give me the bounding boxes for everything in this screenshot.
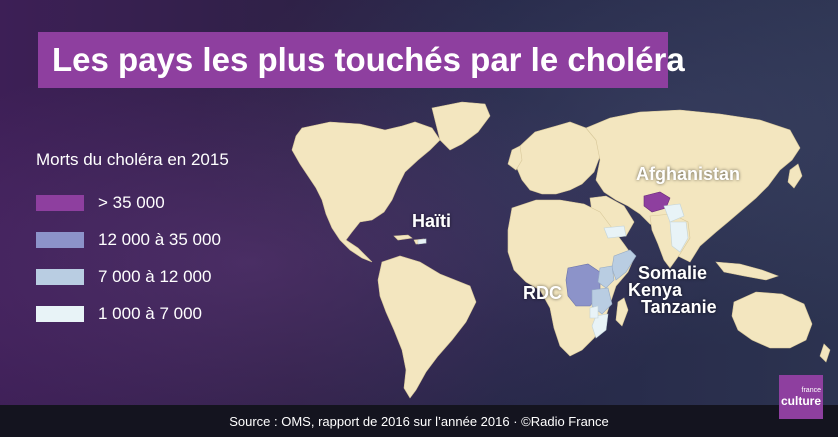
india-shape <box>669 221 689 253</box>
legend-swatch <box>36 268 84 285</box>
page-title: Les pays les plus touchés par le choléra <box>52 41 685 78</box>
new-zealand <box>819 343 831 363</box>
label-afghanistan: Afghanistan <box>636 164 741 184</box>
indonesia <box>715 261 779 281</box>
logo-line-1: france <box>801 386 821 394</box>
legend-swatch <box>36 305 84 322</box>
greenland <box>431 101 491 151</box>
label-rdc: RDC <box>523 283 562 303</box>
mozambique-shape <box>591 313 609 339</box>
legend-item: > 35 000 <box>36 184 229 221</box>
legend-title: Morts du choléra en 2015 <box>36 150 229 169</box>
legend-label: 1 000 à 7 000 <box>98 303 202 323</box>
europe <box>515 121 601 195</box>
legend-item: 12 000 à 35 000 <box>36 221 229 258</box>
australia <box>731 291 813 349</box>
haiti-shape <box>417 238 427 245</box>
legend-label: 12 000 à 35 000 <box>98 229 221 249</box>
caribbean <box>393 234 413 241</box>
legend-item: 7 000 à 12 000 <box>36 258 229 295</box>
malawi-shape <box>589 305 599 319</box>
footer: Source : OMS, rapport de 2016 sur l’anné… <box>0 405 838 437</box>
legend-swatch <box>36 231 84 248</box>
yemen-shape <box>603 225 627 239</box>
north-america <box>291 121 441 263</box>
label-somalie: Somalie <box>638 263 708 283</box>
rdc-shape <box>565 263 601 307</box>
pakistan-shape <box>663 203 685 223</box>
japan <box>787 163 803 189</box>
logo-line-2: culture <box>780 393 821 408</box>
label-tanzanie: Tanzanie <box>641 297 717 317</box>
legend-swatch <box>36 194 84 211</box>
legend-item: 1 000 à 7 000 <box>36 295 229 332</box>
south-america <box>377 255 477 399</box>
label-kenya: Kenya <box>628 280 683 300</box>
uk <box>507 145 523 171</box>
legend: Morts du choléra en 2015 > 35 000 12 000… <box>36 150 229 332</box>
source-credit: Source : OMS, rapport de 2016 sur l’anné… <box>229 413 609 429</box>
kenya-shape <box>597 265 615 289</box>
title-banner: Les pays les plus touchés par le choléra <box>38 32 685 88</box>
legend-label: > 35 000 <box>98 192 165 212</box>
madagascar <box>615 297 629 327</box>
asia <box>585 109 801 263</box>
label-haiti: Haïti <box>412 211 452 231</box>
legend-label: 7 000 à 12 000 <box>98 266 212 286</box>
france-culture-logo: france culture <box>779 375 823 419</box>
